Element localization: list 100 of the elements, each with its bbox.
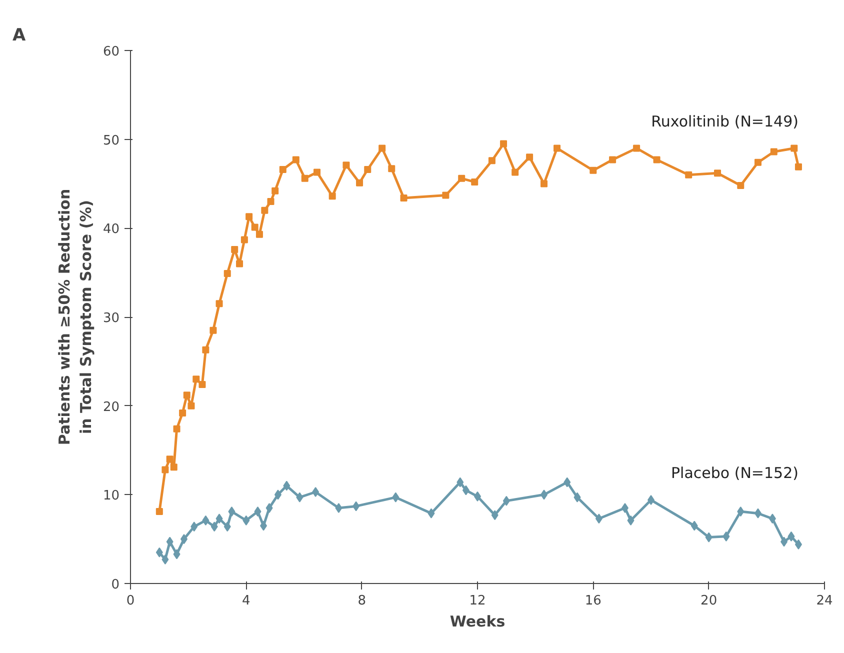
point: [564, 477, 571, 488]
point: [228, 506, 236, 517]
point: [737, 506, 744, 517]
point: [590, 166, 597, 174]
series-label: Ruxolitinib (N=149): [651, 112, 798, 130]
point: [301, 174, 308, 182]
y-axis-title: Patients with ≥50% Reduction in Total Symptom Score (%): [55, 188, 95, 446]
x-tick-label: 16: [584, 594, 602, 608]
point: [633, 144, 640, 152]
point: [442, 192, 450, 199]
point: [224, 522, 231, 532]
point: [790, 144, 798, 152]
point: [173, 549, 180, 560]
y-tick-label: 20: [102, 400, 120, 415]
point: [328, 192, 336, 200]
point: [267, 198, 274, 206]
point: [705, 532, 712, 542]
point: [352, 501, 360, 512]
point: [251, 224, 258, 231]
series-label: Placebo (N=152): [671, 464, 798, 482]
x-tick-label: 4: [242, 594, 250, 608]
point: [690, 520, 698, 531]
point: [768, 514, 776, 524]
point: [260, 520, 268, 531]
point: [621, 502, 628, 513]
point: [714, 170, 722, 177]
point: [794, 539, 802, 550]
x-tick-label: 20: [700, 594, 718, 608]
point: [794, 163, 802, 170]
point: [266, 502, 273, 513]
point: [512, 168, 519, 176]
point: [246, 213, 253, 220]
point: [609, 156, 616, 164]
point: [722, 531, 730, 542]
point: [737, 182, 744, 190]
point: [456, 477, 464, 488]
point: [335, 502, 342, 513]
point: [388, 165, 396, 172]
point: [202, 346, 210, 354]
point: [192, 376, 200, 383]
point: [471, 178, 478, 186]
point: [274, 490, 282, 500]
point: [788, 531, 795, 542]
y-tick-label: 50: [102, 133, 120, 148]
point: [526, 154, 534, 161]
point: [540, 180, 548, 188]
point: [780, 536, 788, 547]
x-tick-label: 24: [816, 594, 833, 608]
point: [364, 166, 372, 174]
point: [162, 466, 169, 474]
point: [770, 148, 778, 156]
point: [254, 506, 262, 517]
point: [180, 534, 188, 544]
point: [595, 514, 602, 524]
point: [754, 158, 762, 166]
point: [314, 168, 321, 176]
point: [272, 187, 279, 194]
point: [428, 508, 435, 518]
point: [231, 246, 238, 253]
x-tick-label: 0: [126, 594, 135, 608]
point: [540, 490, 548, 500]
point: [392, 492, 400, 502]
point: [198, 381, 206, 388]
point: [292, 156, 300, 164]
point: [462, 485, 470, 496]
y-tick-label: 30: [102, 311, 120, 326]
point: [162, 554, 169, 565]
point: [296, 492, 304, 502]
point: [183, 392, 190, 399]
x-tick-label: 8: [358, 594, 366, 608]
point: [210, 522, 218, 532]
point: [458, 174, 466, 182]
point: [685, 171, 692, 178]
point: [202, 515, 210, 526]
point: [400, 194, 408, 202]
y-tick-label: 10: [102, 488, 120, 504]
point: [224, 270, 231, 277]
point: [166, 536, 174, 547]
point: [261, 206, 268, 214]
point: [312, 487, 320, 497]
point: [491, 510, 498, 520]
point: [378, 144, 386, 152]
y-tick-label: 60: [102, 44, 120, 60]
x-axis-title: Weeks: [450, 612, 506, 630]
point: [156, 508, 163, 516]
x-tick-label: 12: [469, 594, 486, 608]
point: [554, 144, 561, 152]
point: [356, 179, 364, 186]
point: [283, 480, 290, 491]
point: [166, 456, 174, 463]
point: [188, 402, 195, 410]
point: [216, 514, 223, 524]
point: [170, 464, 178, 471]
point: [627, 515, 634, 526]
point: [210, 326, 217, 334]
point: [173, 425, 180, 432]
point: [242, 515, 250, 526]
point: [488, 157, 496, 164]
point: [342, 162, 350, 169]
point: [216, 300, 223, 308]
